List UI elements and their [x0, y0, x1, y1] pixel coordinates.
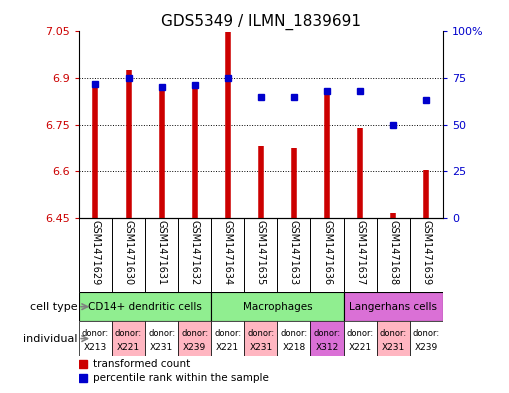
Text: X239: X239: [183, 343, 206, 352]
Text: donor:: donor:: [148, 329, 175, 338]
Text: individual: individual: [23, 334, 77, 343]
Bar: [211, 321, 244, 356]
Title: GDS5349 / ILMN_1839691: GDS5349 / ILMN_1839691: [161, 14, 361, 30]
Text: donor:: donor:: [280, 329, 307, 338]
Bar: [310, 321, 344, 356]
Text: donor:: donor:: [115, 329, 142, 338]
Text: GSM1471630: GSM1471630: [124, 220, 133, 285]
Text: GSM1471632: GSM1471632: [190, 220, 200, 285]
Text: GSM1471638: GSM1471638: [388, 220, 398, 285]
Text: X213: X213: [84, 343, 107, 352]
Text: X221: X221: [117, 343, 140, 352]
Text: GSM1471639: GSM1471639: [421, 220, 431, 285]
Bar: [377, 321, 410, 356]
Bar: [344, 321, 377, 356]
Text: donor:: donor:: [314, 329, 341, 338]
Text: donor:: donor:: [181, 329, 208, 338]
Text: transformed count: transformed count: [94, 359, 191, 369]
Bar: [112, 321, 145, 356]
Text: GSM1471637: GSM1471637: [355, 220, 365, 285]
Text: donor:: donor:: [214, 329, 241, 338]
Text: X231: X231: [249, 343, 272, 352]
Text: X221: X221: [216, 343, 239, 352]
Text: X221: X221: [349, 343, 372, 352]
Bar: [277, 321, 310, 356]
Text: Langerhans cells: Langerhans cells: [349, 302, 437, 312]
Text: X218: X218: [282, 343, 305, 352]
Text: X231: X231: [150, 343, 173, 352]
Bar: [244, 321, 277, 356]
Bar: [344, 292, 443, 321]
Text: donor:: donor:: [82, 329, 109, 338]
Text: Macrophages: Macrophages: [243, 302, 312, 312]
Text: X231: X231: [382, 343, 405, 352]
Bar: [178, 321, 211, 356]
Bar: [79, 321, 112, 356]
Text: GSM1471633: GSM1471633: [289, 220, 299, 285]
Text: GSM1471635: GSM1471635: [256, 220, 266, 285]
Text: donor:: donor:: [380, 329, 407, 338]
Bar: [211, 292, 344, 321]
Text: X239: X239: [415, 343, 438, 352]
Text: donor:: donor:: [247, 329, 274, 338]
Bar: [145, 321, 178, 356]
Text: GSM1471629: GSM1471629: [91, 220, 100, 285]
Bar: [410, 321, 443, 356]
Text: donor:: donor:: [413, 329, 440, 338]
Text: GSM1471634: GSM1471634: [223, 220, 233, 285]
Text: donor:: donor:: [347, 329, 374, 338]
Text: cell type: cell type: [30, 302, 77, 312]
Text: GSM1471636: GSM1471636: [322, 220, 332, 285]
Text: CD14+ dendritic cells: CD14+ dendritic cells: [88, 302, 202, 312]
Text: GSM1471631: GSM1471631: [157, 220, 166, 285]
Text: percentile rank within the sample: percentile rank within the sample: [94, 373, 269, 383]
Text: X312: X312: [316, 343, 338, 352]
Bar: [79, 292, 211, 321]
